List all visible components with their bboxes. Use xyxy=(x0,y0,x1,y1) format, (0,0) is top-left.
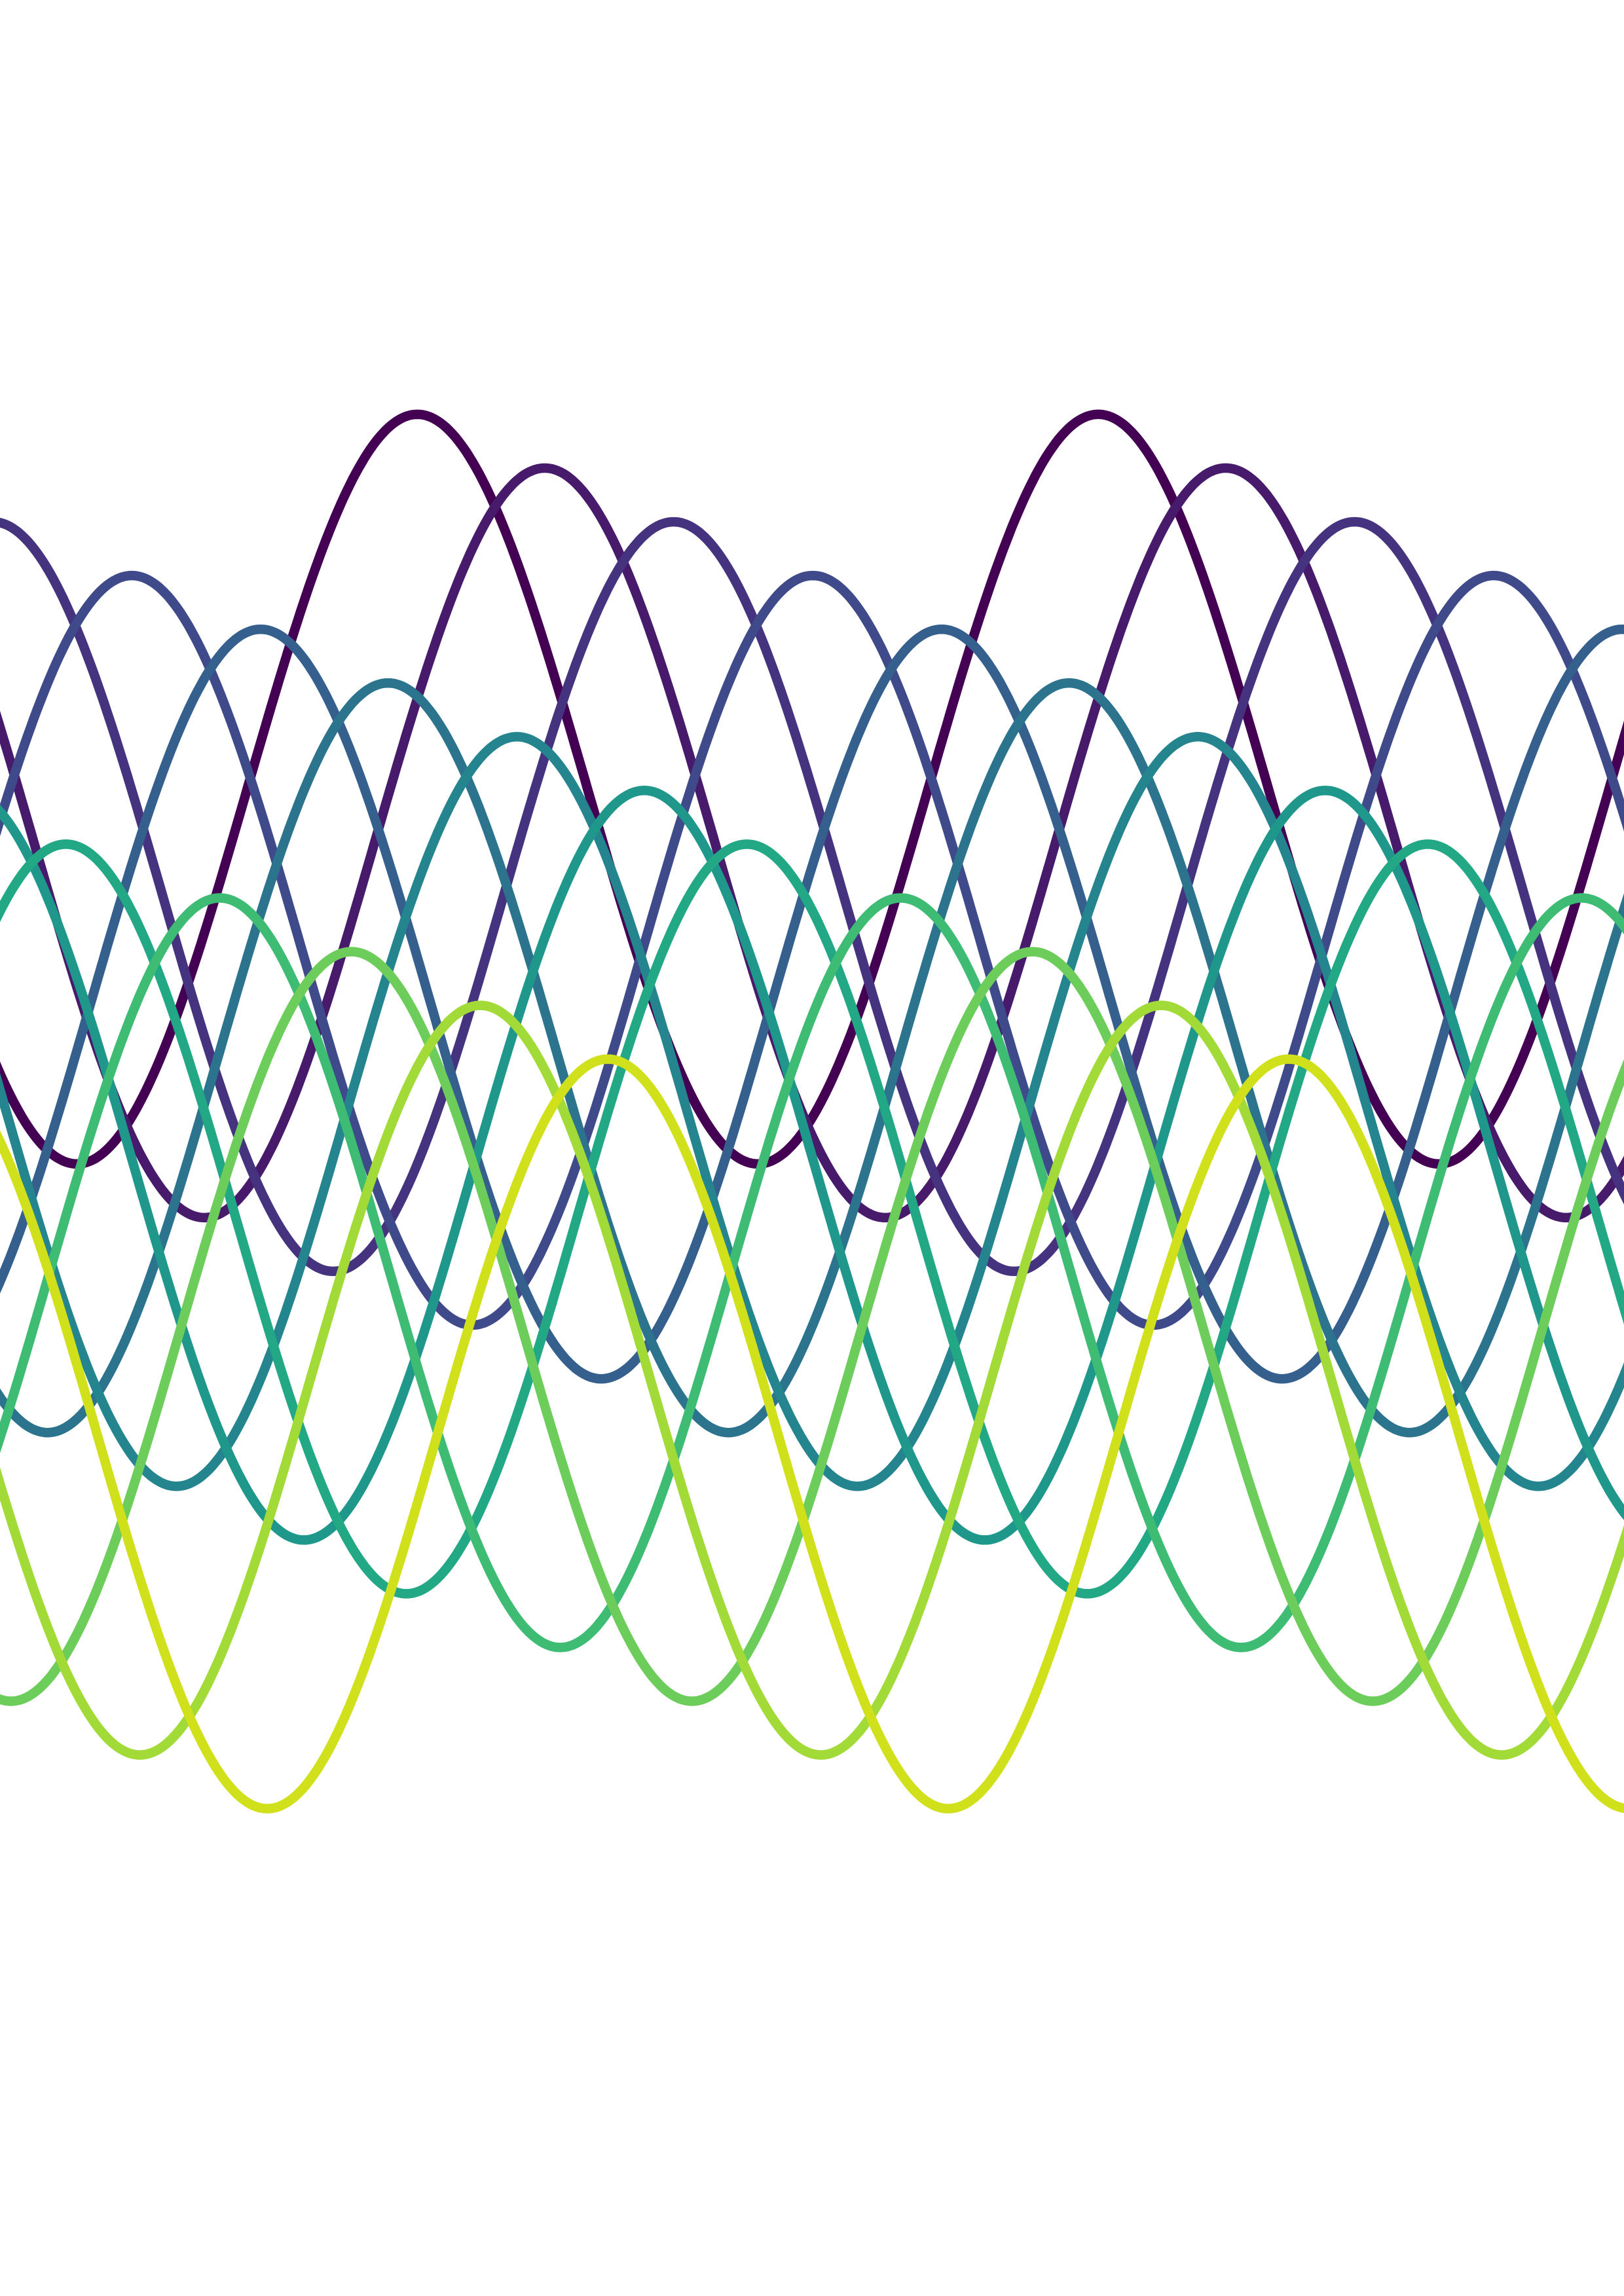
wave xyxy=(0,624,1624,1384)
wave xyxy=(0,732,1624,1491)
wave xyxy=(0,570,1624,1330)
wave xyxy=(0,1000,1624,1760)
wave xyxy=(0,839,1624,1599)
wave xyxy=(0,947,1624,1706)
wave xyxy=(0,678,1624,1438)
wave xyxy=(0,893,1624,1652)
wave xyxy=(0,463,1624,1223)
wave xyxy=(0,517,1624,1277)
wave xyxy=(0,1054,1624,1813)
